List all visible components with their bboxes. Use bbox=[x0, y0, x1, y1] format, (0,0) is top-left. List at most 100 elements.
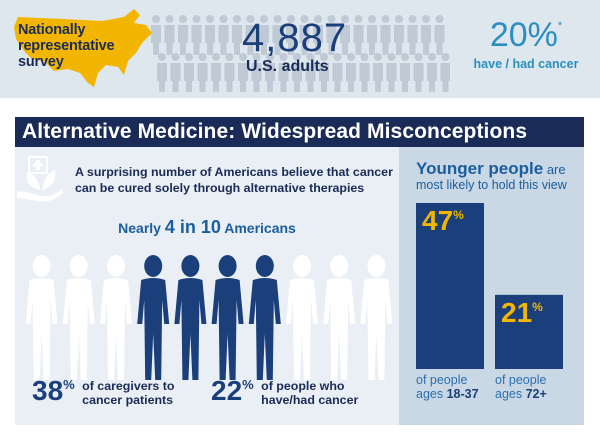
crowd-person bbox=[407, 15, 418, 55]
bar-label-18-37: of people ages 18-37 bbox=[416, 373, 479, 401]
stat-text-line: cancer patients bbox=[82, 393, 174, 407]
intro-text: A surprising number of Americans believe… bbox=[75, 165, 393, 195]
crowd-person bbox=[164, 15, 175, 55]
crowd-person bbox=[224, 53, 235, 92]
stat-patients: 22% of people who have/had cancer bbox=[211, 375, 358, 407]
nearly-headline: Nearly 4 in 10 Americans bbox=[15, 217, 399, 238]
crowd-person bbox=[232, 15, 242, 55]
nearly-suffix: Americans bbox=[220, 220, 296, 236]
adults-count: 4,887 bbox=[242, 16, 348, 60]
stat-text-line: have/had cancer bbox=[261, 393, 359, 407]
person-figure bbox=[286, 255, 318, 380]
stat-value: 38 bbox=[32, 375, 64, 406]
younger-subtitle: most likely to hold this view bbox=[416, 178, 567, 192]
crowd-person bbox=[359, 53, 370, 92]
crowd-person bbox=[245, 15, 256, 55]
cancer-label: have / had cancer bbox=[473, 57, 579, 71]
cancer-percent: 20% bbox=[489, 16, 558, 54]
crowd-person bbox=[218, 15, 229, 55]
adults-label: U.S. adults bbox=[246, 58, 329, 75]
person-figure-highlighted bbox=[211, 255, 244, 380]
bar-value-18-37: 47% bbox=[422, 205, 464, 237]
crowd-person bbox=[157, 53, 167, 92]
stat-text: of people who have/had cancer bbox=[261, 379, 358, 407]
person-figure-highlighted bbox=[174, 255, 207, 380]
crowd-person bbox=[211, 53, 221, 92]
younger-title: Younger people bbox=[416, 159, 544, 178]
bar-value-72-plus: 21% bbox=[501, 297, 543, 329]
crowd-silhouettes-icon bbox=[151, 15, 450, 92]
stat-text-line: of caregivers to bbox=[82, 379, 175, 393]
crowd-person bbox=[170, 53, 181, 92]
crowd-person bbox=[380, 15, 391, 55]
top-banner: Nationally representative survey 4,887 U… bbox=[0, 0, 600, 98]
crowd-person bbox=[299, 15, 310, 55]
bar-1 bbox=[495, 294, 563, 369]
stat-caregivers: 38% of caregivers to cancer patients bbox=[32, 375, 174, 407]
bar-value-percent: % bbox=[532, 299, 543, 314]
crowd-person bbox=[413, 53, 424, 92]
medical-leaf-hand-icon bbox=[17, 156, 63, 202]
crowd-person bbox=[305, 53, 316, 92]
crowd-person bbox=[326, 15, 337, 55]
crowd-person bbox=[440, 53, 450, 92]
crowd-person bbox=[184, 53, 194, 92]
crowd-person bbox=[400, 53, 410, 92]
younger-headline: Younger people are most likely to hold t… bbox=[416, 159, 581, 193]
crowd-person bbox=[340, 15, 350, 55]
person-figure bbox=[25, 255, 58, 380]
bar-label-line: of people bbox=[495, 373, 547, 387]
crowd-person bbox=[251, 53, 262, 92]
stat-value: 22 bbox=[211, 375, 243, 406]
crowd-person bbox=[191, 15, 202, 55]
us-map-icon bbox=[14, 9, 152, 87]
crowd-person bbox=[286, 15, 296, 55]
crowd-person bbox=[238, 53, 248, 92]
crowd-person bbox=[272, 15, 283, 55]
bar-label-age: 18-37 bbox=[446, 387, 479, 401]
crowd-person bbox=[197, 53, 208, 92]
stat-percent-sign: % bbox=[63, 377, 75, 392]
crowd-person bbox=[332, 53, 343, 92]
crowd-person bbox=[319, 53, 329, 92]
cancer-footnote-mark: * bbox=[557, 20, 563, 32]
crowd-person bbox=[205, 15, 215, 55]
crowd-person bbox=[259, 15, 269, 55]
bar-value-number: 21 bbox=[501, 296, 533, 328]
bar-0 bbox=[416, 203, 484, 369]
crowd-person bbox=[346, 53, 356, 92]
crowd-person bbox=[178, 15, 188, 55]
person-figure bbox=[100, 255, 132, 380]
stat-text-line: of people who bbox=[261, 379, 345, 393]
crowd-person bbox=[353, 15, 364, 55]
crowd-person bbox=[292, 53, 302, 92]
crowd-person bbox=[386, 53, 397, 92]
person-figure-highlighted bbox=[248, 255, 281, 380]
survey-label: Nationally representative survey bbox=[18, 22, 115, 70]
bar-value-number: 47 bbox=[422, 205, 454, 236]
person-figure bbox=[360, 255, 393, 380]
crowd-person bbox=[367, 15, 377, 55]
crowd-person bbox=[373, 53, 383, 92]
crowd-person bbox=[421, 15, 431, 55]
stat-text: of caregivers to cancer patients bbox=[82, 379, 174, 407]
bar-label-72-plus: of people ages 72+ bbox=[495, 373, 547, 401]
bar-value-percent: % bbox=[453, 208, 464, 222]
age-bar-chart bbox=[416, 203, 563, 369]
crowd-person bbox=[265, 53, 275, 92]
crowd-person bbox=[434, 15, 445, 55]
crowd-person bbox=[394, 15, 404, 55]
right-panel: Younger people are most likely to hold t… bbox=[399, 147, 584, 425]
crowd-person bbox=[313, 15, 323, 55]
person-figure bbox=[323, 255, 356, 380]
crowd-person bbox=[151, 15, 161, 55]
cancer-percent-block: 20%* have / had cancer bbox=[466, 16, 586, 71]
people-figures bbox=[25, 255, 393, 380]
stat-percent-sign: % bbox=[242, 377, 254, 392]
younger-title-suffix: are bbox=[543, 162, 566, 177]
crowd-person bbox=[427, 53, 437, 92]
nearly-prefix: Nearly bbox=[118, 220, 165, 236]
nearly-number: 4 in 10 bbox=[164, 217, 221, 237]
person-figure-highlighted bbox=[137, 255, 170, 380]
left-panel: A surprising number of Americans believe… bbox=[15, 147, 399, 425]
